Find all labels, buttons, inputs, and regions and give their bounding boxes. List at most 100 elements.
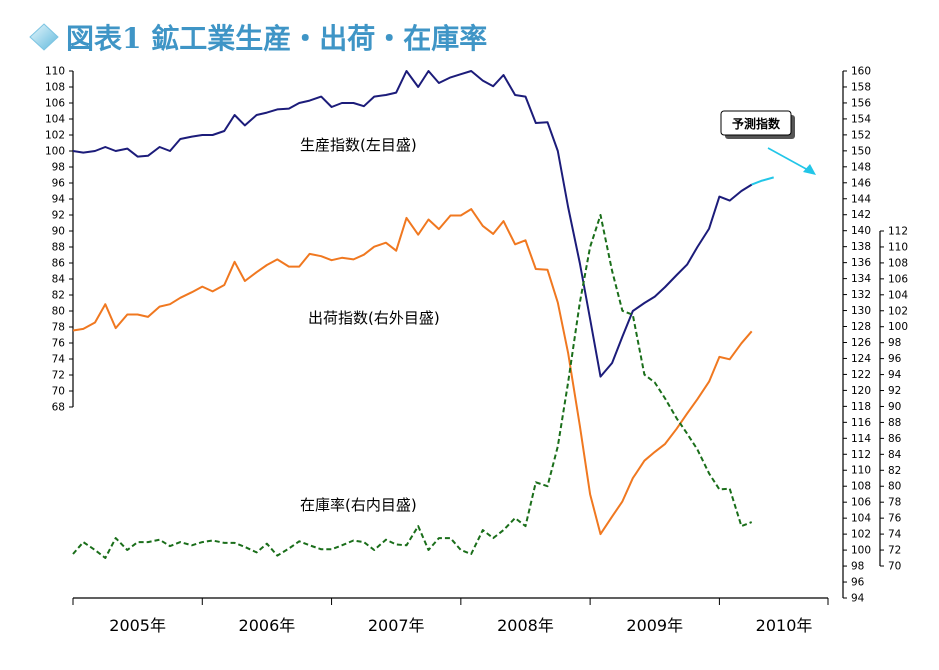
tick-label-left: 92 [52,210,65,222]
tick-label-inner_right: 90 [888,401,901,413]
label-production: 生産指数(左目盛) [300,136,417,154]
x-tick-label: 2009年 [626,616,683,635]
tick-label-outer_right: 106 [851,497,871,509]
tick-label-outer_right: 160 [851,66,871,78]
tick-label-inner_right: 112 [888,226,908,238]
forecast-box [720,110,792,136]
tick-label-inner_right: 70 [888,561,901,573]
tick-label-left: 68 [52,402,65,414]
series-line-3 [72,214,753,559]
tick-label-left: 104 [45,114,65,126]
tick-label-outer_right: 96 [851,577,865,589]
tick-label-outer_right: 94 [851,593,865,605]
tick-label-outer_right: 158 [851,81,871,93]
tick-label-outer_right: 126 [851,337,871,349]
tick-label-outer_right: 128 [851,321,871,333]
tick-label-outer_right: 150 [851,145,871,157]
tick-label-outer_right: 138 [851,241,871,253]
tick-label-outer_right: 144 [851,193,871,205]
tick-label-inner_right: 72 [888,545,901,557]
label-inventory: 在庫率(右内目盛) [300,496,417,514]
tick-label-outer_right: 98 [851,561,864,573]
tick-label-outer_right: 110 [851,465,871,477]
forecast-label: 予測指数 [732,116,781,131]
x-tick-label: 2007年 [368,616,425,635]
x-tick-label: 2010年 [756,616,813,635]
tick-label-outer_right: 124 [851,353,871,365]
tick-label-inner_right: 96 [888,353,902,365]
tick-label-outer_right: 136 [851,257,871,269]
series-line-1 [751,176,774,186]
tick-label-outer_right: 146 [851,177,871,189]
tick-label-inner_right: 80 [888,481,901,493]
series-line-2 [72,208,753,536]
tick-label-outer_right: 102 [851,529,871,541]
tick-label-left: 110 [45,66,65,78]
tick-label-inner_right: 104 [888,289,908,301]
tick-label-left: 88 [52,242,65,254]
tick-label-left: 86 [52,258,66,270]
tick-label-outer_right: 100 [851,545,871,557]
tick-label-outer_right: 154 [851,113,871,125]
header: 図表1 鉱工業生産・出荷・在庫率 [29,22,487,55]
tick-label-left: 98 [52,162,65,174]
series [72,70,774,559]
tick-label-inner_right: 94 [888,369,902,381]
tick-label-inner_right: 88 [888,417,901,429]
tick-label-left: 96 [52,178,66,190]
tick-label-outer_right: 122 [851,369,871,381]
tick-label-left: 82 [52,290,65,302]
label-shipment: 出荷指数(右外目盛) [308,309,440,327]
tick-label-inner_right: 82 [888,465,901,477]
tick-label-left: 84 [52,274,66,286]
forecast-callout: 予測指数 [720,110,816,175]
tick-label-outer_right: 104 [851,513,871,525]
tick-label-outer_right: 120 [851,385,871,397]
tick-label-inner_right: 98 [888,337,901,349]
tick-label-inner_right: 84 [888,449,902,461]
tick-label-inner_right: 86 [888,433,902,445]
x-tick-label: 2008年 [497,616,554,635]
tick-label-outer_right: 134 [851,273,871,285]
chart-title: 図表1 鉱工業生産・出荷・在庫率 [66,22,487,55]
tick-label-inner_right: 110 [888,241,908,253]
tick-label-left: 80 [52,306,65,318]
tick-label-outer_right: 130 [851,305,871,317]
tick-label-left: 106 [45,98,65,110]
series-line-0 [72,70,753,378]
tick-label-left: 76 [52,338,66,350]
forecast-arrow-head [803,164,816,175]
tick-label-outer_right: 156 [851,97,871,109]
tick-label-left: 100 [45,146,65,158]
tick-label-outer_right: 132 [851,289,871,301]
tick-label-outer_right: 148 [851,161,871,173]
tick-label-inner_right: 108 [888,257,908,269]
tick-label-outer_right: 116 [851,417,871,429]
tick-label-outer_right: 140 [851,225,871,237]
diamond-icon [29,23,59,51]
tick-label-inner_right: 100 [888,321,908,333]
x-tick-label: 2006年 [239,616,296,635]
tick-label-left: 108 [45,82,65,94]
tick-label-inner_right: 106 [888,273,908,285]
tick-label-left: 72 [52,370,65,382]
tick-label-left: 90 [52,226,65,238]
tick-label-outer_right: 152 [851,129,871,141]
tick-label-outer_right: 142 [851,209,871,221]
tick-label-left: 94 [52,194,66,206]
tick-label-left: 74 [52,354,66,366]
tick-label-left: 102 [45,130,65,142]
axes: 68 70 72 74 76 78 80 82 84 86 88 90 92 94 96 98 100 102 10… [45,66,908,636]
tick-label-inner_right: 92 [888,385,901,397]
tick-label-outer_right: 118 [851,401,871,413]
annotations: 生産指数(左目盛) 出荷指数(右外目盛) 在庫率(右内目盛) 予測指数 [300,110,816,514]
x-tick-label: 2005年 [109,616,166,635]
tick-label-outer_right: 112 [851,449,871,461]
forecast-arrow [767,147,809,171]
tick-label-outer_right: 108 [851,481,871,493]
tick-label-inner_right: 74 [888,529,902,541]
tick-label-left: 70 [52,386,65,398]
tick-label-inner_right: 76 [888,513,902,525]
